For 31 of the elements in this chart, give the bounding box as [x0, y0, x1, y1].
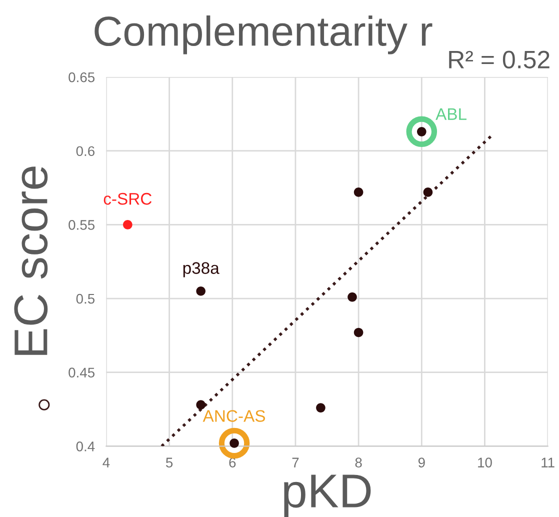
point	[196, 286, 206, 296]
x-tick-label: 8	[355, 458, 362, 468]
point	[123, 220, 132, 230]
text: R² = 0.52	[449, 50, 550, 68]
series-label: c-SRC	[104, 192, 152, 205]
point	[354, 328, 364, 338]
x-tick-label: 10	[478, 458, 492, 468]
point	[316, 403, 326, 412]
y-tick-label: 0.6	[76, 146, 94, 156]
x-tick-label: 11	[542, 458, 554, 468]
x-tick-label: 5	[166, 458, 173, 468]
y-tick-label: 0.45	[68, 368, 95, 378]
y-tick-label: 0.5	[76, 294, 95, 304]
y-axis-title: EC score	[14, 166, 48, 355]
point	[406, 116, 438, 148]
series-label: ANC-AS	[202, 410, 265, 422]
point	[348, 292, 357, 302]
point	[218, 428, 250, 459]
x-axis-title: pKD	[284, 474, 371, 517]
y-tick-label: 0.55	[68, 220, 95, 230]
chart-title: Complementarity r	[94, 15, 432, 54]
x-tick-label: 4	[102, 458, 110, 468]
y-tick-label: 0.4	[76, 442, 95, 452]
annotation: p38a	[183, 262, 220, 278]
point	[354, 188, 364, 197]
y-tick-label: 0.65	[68, 72, 95, 82]
point	[423, 188, 433, 197]
point	[196, 400, 206, 410]
series-label: ABL	[436, 108, 466, 120]
x-tick-label: 7	[292, 458, 299, 468]
x-tick-label: 9	[418, 458, 425, 468]
